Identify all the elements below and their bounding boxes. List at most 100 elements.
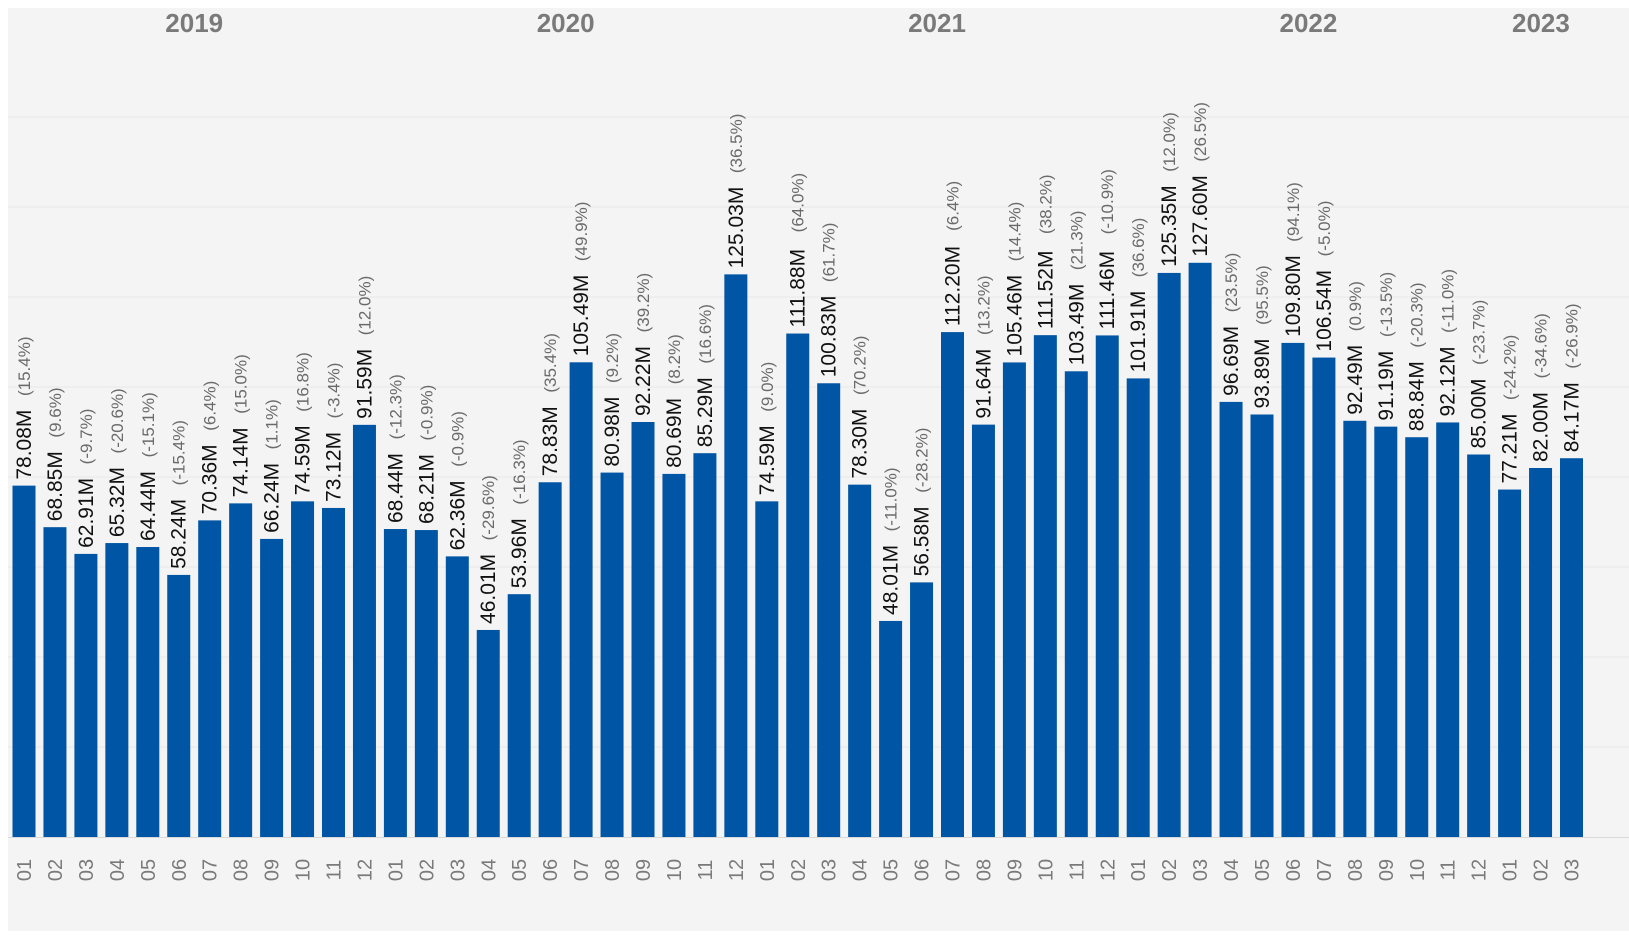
x-tick-label: 12: [1469, 859, 1491, 881]
year-label: 2020: [537, 8, 595, 38]
x-tick-label: 05: [138, 859, 160, 881]
bar-value-label: 88.84M: [1406, 361, 1429, 431]
x-tick-label: 10: [1407, 859, 1429, 881]
bar-value-label: 111.46M: [1096, 251, 1119, 330]
x-tick-label: 04: [1221, 859, 1243, 881]
bar: [1250, 414, 1274, 837]
bar-change-label: (-34.6%): [1532, 313, 1551, 378]
bar-value-label: 111.52M: [1034, 251, 1057, 330]
bar-change-label: (6.4%): [201, 381, 220, 431]
bar-value-label: 127.60M: [1189, 175, 1212, 257]
bar: [941, 332, 964, 837]
year-label: 2019: [165, 8, 223, 38]
x-tick-label: 11: [1066, 860, 1088, 881]
bar-value-label: 66.24M: [261, 463, 284, 533]
bar-value-label: 64.44M: [137, 471, 160, 541]
bar: [507, 594, 531, 837]
bar: [291, 501, 315, 837]
bar: [755, 501, 779, 837]
x-tick-label: 02: [788, 859, 810, 881]
bar-change-label: (-16.3%): [510, 439, 529, 504]
bar-change-label: (-10.9%): [1098, 169, 1117, 234]
bar-change-label: (-23.7%): [1470, 300, 1489, 365]
bar-change-label: (-20.6%): [108, 388, 127, 453]
pct-labels: (15.4%) (9.6%) (-9.7%) (-20.6%) (-15.1%) (-15…: [15, 102, 1582, 540]
bar: [167, 574, 191, 837]
bar: [971, 424, 995, 837]
bar-change-label: (36.5%): [727, 114, 746, 174]
bar-change-label: (-12.3%): [386, 374, 405, 439]
bar-change-label: (9.2%): [603, 333, 622, 383]
x-tick-label: 02: [1531, 859, 1553, 881]
bar: [198, 520, 222, 837]
bar-value-label: 53.96M: [508, 518, 531, 588]
year-labels: 2019 2020 2021 2022 2023: [165, 8, 1570, 38]
x-tick-label: 10: [1035, 859, 1057, 881]
bar: [1281, 342, 1305, 837]
bar: [1126, 378, 1150, 837]
bar-value-label: 58.24M: [168, 499, 191, 569]
bar: [1436, 422, 1460, 837]
bar-change-label: (-26.9%): [1563, 303, 1582, 368]
bar-value-label: 91.64M: [972, 349, 995, 419]
bar-value-label: 112.20M: [942, 246, 965, 326]
bar: [1467, 454, 1491, 837]
bar-change-label: (6.4%): [944, 181, 963, 231]
bar-change-label: (-29.6%): [479, 475, 498, 540]
bar-value-label: 74.59M: [292, 425, 315, 495]
year-label: 2023: [1512, 8, 1570, 38]
bar: [910, 582, 934, 837]
bar-value-label: 109.80M: [1282, 255, 1305, 337]
bar-change-label: (94.1%): [1284, 182, 1303, 242]
bar-value-label: 73.12M: [323, 432, 346, 502]
x-tick-label: 04: [478, 859, 500, 881]
bar: [414, 530, 438, 837]
bar-value-label: 62.36M: [446, 480, 469, 550]
bar-change-label: (16.6%): [696, 304, 715, 364]
bar: [724, 274, 748, 837]
bar-value-label: 77.21M: [1499, 414, 1522, 484]
bar-change-label: (-11.0%): [1439, 269, 1458, 333]
x-tick-labels: 01 02 03 04 05 06 07 08 09 10 11 12 01 02 03 04 05 06 07 08…: [14, 859, 1584, 881]
bar-value-label: 103.49M: [1065, 284, 1088, 366]
bar: [12, 485, 36, 837]
bar-change-label: (-0.9%): [448, 411, 467, 467]
bar: [693, 453, 717, 837]
bar-value-label: 65.32M: [106, 467, 129, 537]
bar: [1312, 357, 1336, 837]
bar-value-label: 70.36M: [199, 444, 222, 514]
x-tick-label: 06: [540, 859, 562, 881]
x-tick-label: 01: [1128, 859, 1150, 881]
x-tick-label: 09: [1004, 859, 1026, 881]
bar-value-label: 85.00M: [1468, 378, 1491, 448]
x-tick-label: 01: [385, 859, 407, 881]
bar: [600, 472, 624, 837]
bar-change-label: (36.6%): [1129, 218, 1148, 278]
bar-change-label: (26.5%): [1191, 102, 1210, 162]
bar-change-label: (15.0%): [232, 354, 251, 414]
bar: [445, 556, 469, 837]
bar-change-label: (13.2%): [974, 275, 993, 335]
bar-value-label: 82.00M: [1530, 392, 1553, 462]
x-tick-label: 03: [1562, 859, 1584, 881]
bar: [631, 422, 655, 837]
bar-change-label: (-9.7%): [77, 409, 96, 465]
x-tick-label: 05: [1252, 859, 1274, 881]
bar-change-label: (38.2%): [1036, 174, 1055, 234]
bar: [1343, 420, 1367, 837]
x-tick-label: 05: [509, 859, 531, 881]
bar-value-label: 62.91M: [75, 478, 98, 548]
bar-value-label: 68.21M: [415, 454, 438, 524]
bar-change-label: (-24.2%): [1501, 335, 1520, 400]
bar: [1560, 458, 1583, 837]
x-tick-label: 12: [354, 859, 376, 881]
bar-change-label: (0.9%): [1346, 281, 1365, 331]
bar-value-label: 78.08M: [13, 410, 36, 480]
bar-change-label: (-13.5%): [1377, 272, 1396, 337]
year-label: 2021: [908, 8, 966, 38]
x-tick-label: 06: [912, 859, 934, 881]
bar-value-label: 85.29M: [694, 377, 717, 447]
bar-value-label: 100.83M: [818, 296, 841, 378]
x-tick-label: 08: [231, 859, 253, 881]
x-tick-label: 12: [1097, 859, 1119, 881]
